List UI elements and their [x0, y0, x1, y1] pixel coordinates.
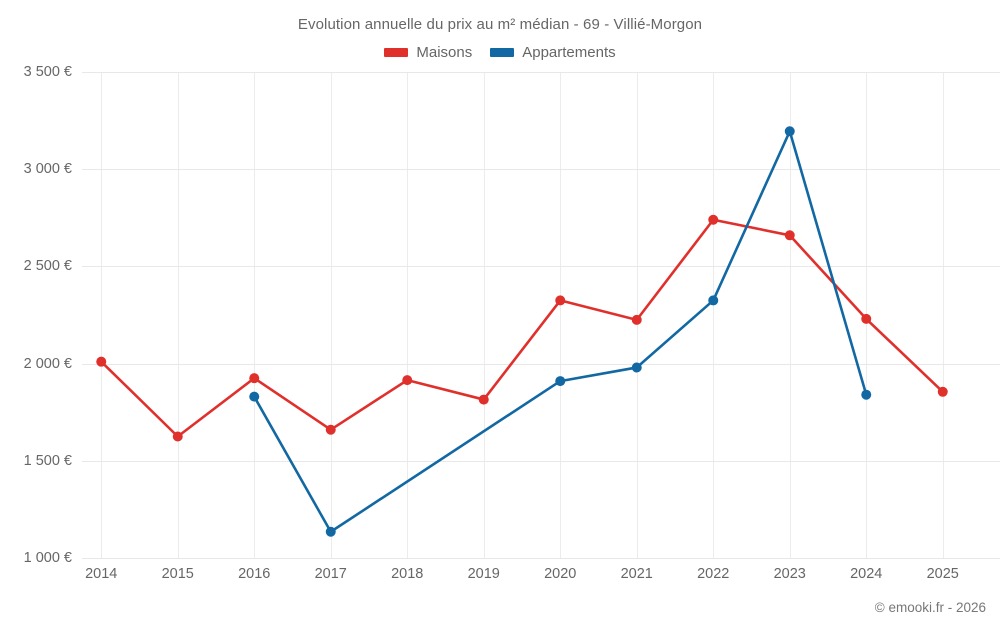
gridline-horizontal	[82, 558, 1000, 559]
y-axis-tick-label: 1 500 €	[23, 452, 72, 469]
gridline-vertical	[407, 72, 409, 558]
legend-label-maisons: Maisons	[416, 44, 473, 61]
data-point-appartements[interactable]	[249, 391, 260, 402]
y-axis-tick-label: 3 000 €	[23, 161, 72, 178]
legend-item-maisons[interactable]: Maisons	[384, 44, 472, 61]
legend-label-appartements: Appartements	[522, 44, 616, 61]
data-point-appartements[interactable]	[631, 362, 642, 373]
data-point-maisons[interactable]	[784, 230, 795, 241]
data-point-maisons[interactable]	[708, 214, 719, 225]
gridline-vertical	[101, 72, 103, 558]
gridline-horizontal	[82, 460, 1000, 462]
y-axis-labels: 1 000 € 1 500 € 2 000 € 2 500 € 3 000 € 3 500…	[0, 64, 1000, 566]
x-axis-tick-label: 2014	[85, 566, 118, 582]
data-point-maisons[interactable]	[172, 431, 183, 442]
y-axis-tick-label: 2 000 €	[23, 355, 72, 372]
series-line-maisons	[99, 218, 945, 438]
data-point-maisons[interactable]	[402, 375, 413, 386]
legend-swatch-maisons	[384, 48, 409, 57]
y-axis-tick-label: 2 500 €	[23, 258, 72, 275]
gridline-vertical	[483, 72, 485, 558]
gridline-horizontal	[82, 266, 1000, 268]
data-point-appartements[interactable]	[708, 295, 719, 306]
data-point-maisons[interactable]	[555, 295, 566, 306]
x-axis-tick-label: 2021	[620, 566, 653, 582]
x-axis-tick-label: 2016	[238, 566, 271, 582]
data-point-maisons[interactable]	[861, 313, 872, 324]
x-axis-tick-label: 2024	[850, 566, 883, 582]
plot-area	[82, 72, 1000, 559]
data-point-appartements[interactable]	[555, 376, 566, 387]
data-point-maisons[interactable]	[96, 356, 107, 367]
data-point-appartements[interactable]	[325, 526, 336, 537]
gridline-vertical	[942, 72, 944, 558]
series-lines	[96, 126, 948, 537]
x-axis-tick-label: 2023	[773, 566, 806, 582]
data-point-maisons[interactable]	[249, 373, 260, 384]
data-point-maisons[interactable]	[631, 314, 642, 325]
x-axis-tick-label: 2020	[544, 566, 577, 582]
gridline-vertical	[789, 72, 791, 558]
x-axis-tick-label: 2015	[161, 566, 194, 582]
gridline-horizontal	[82, 169, 1000, 171]
y-axis-tick-label: 3 500 €	[23, 64, 72, 80]
gridline-horizontal	[82, 72, 1000, 73]
x-axis-tick-label: 2025	[926, 566, 959, 582]
data-point-maisons[interactable]	[937, 386, 948, 397]
gridline-vertical	[330, 72, 332, 558]
gridline-vertical	[254, 72, 256, 558]
legend-swatch-appartements	[490, 48, 515, 57]
x-axis-tick-label: 2017	[314, 566, 347, 582]
y-axis-tick-label: 1 000 €	[23, 550, 72, 566]
gridline-horizontal	[82, 363, 1000, 365]
x-axis-tick-label: 2022	[697, 566, 730, 582]
x-axis-tick-label: 2019	[467, 566, 500, 582]
legend-item-appartements[interactable]: Appartements	[490, 44, 616, 61]
x-axis-tick-label: 2018	[391, 566, 424, 582]
gridline-vertical	[713, 72, 715, 558]
series-line-appartements	[252, 129, 868, 534]
data-point-appartements[interactable]	[784, 126, 795, 137]
chart-title: Evolution annuelle du prix au m² médian …	[297, 16, 703, 33]
data-point-maisons[interactable]	[325, 424, 336, 435]
gridline-vertical	[177, 72, 179, 558]
chart-credit: © emooki.fr - 2026	[874, 600, 986, 615]
chart-legend: Maisons Appartements	[0, 44, 1000, 61]
data-point-appartements[interactable]	[861, 389, 872, 400]
gridline-vertical	[560, 72, 562, 558]
x-axis-labels: 2014 2015 2016 2017 2018 2019 2020 2021 2022 2023…	[82, 566, 1000, 588]
data-point-maisons[interactable]	[478, 394, 489, 405]
